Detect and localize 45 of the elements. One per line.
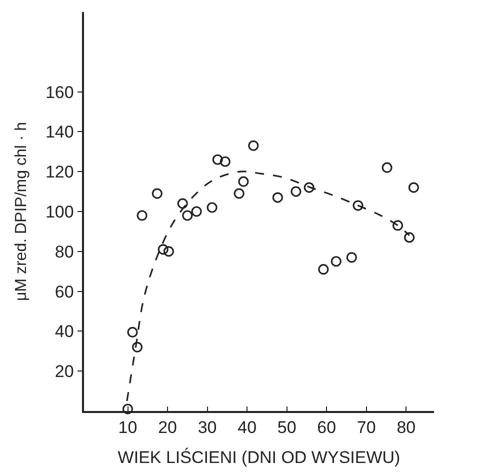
y-tick-label: 120 bbox=[45, 162, 74, 182]
point bbox=[212, 154, 223, 165]
point bbox=[136, 210, 148, 221]
point bbox=[158, 244, 168, 255]
x-tick-label: 10 bbox=[118, 418, 138, 438]
x-axis-title: WIEK LIŚCIENI (DNI OD WYSIEWU) bbox=[118, 447, 400, 468]
point bbox=[238, 176, 249, 187]
x-tick-label: 50 bbox=[277, 418, 296, 438]
y-tick-label: 80 bbox=[54, 242, 74, 262]
y-tick-label: 60 bbox=[54, 282, 74, 302]
x-tick-label: 70 bbox=[356, 418, 376, 438]
point bbox=[132, 342, 143, 352]
point bbox=[382, 162, 392, 173]
point bbox=[318, 264, 329, 275]
y-tick-label: 140 bbox=[45, 122, 74, 142]
point bbox=[408, 182, 420, 193]
x-tick-label: 60 bbox=[317, 418, 336, 438]
point bbox=[346, 252, 357, 263]
y-tick-label: 40 bbox=[54, 322, 74, 342]
x-tick-label: 80 bbox=[396, 418, 416, 438]
point bbox=[152, 188, 162, 199]
x-tick-label: 40 bbox=[238, 418, 257, 438]
point bbox=[234, 188, 244, 199]
point bbox=[177, 198, 188, 209]
point bbox=[182, 210, 193, 221]
point bbox=[392, 220, 404, 231]
y-tick-label: 100 bbox=[45, 202, 74, 222]
y-tick-label: 20 bbox=[54, 362, 74, 382]
point bbox=[163, 246, 174, 257]
point bbox=[404, 232, 415, 243]
point bbox=[304, 182, 314, 193]
point bbox=[191, 206, 202, 217]
point bbox=[272, 192, 283, 203]
x-tick-label: 30 bbox=[198, 418, 217, 438]
point bbox=[352, 200, 364, 211]
point bbox=[206, 202, 218, 213]
x-tick-label: 20 bbox=[158, 418, 177, 438]
point bbox=[127, 326, 138, 338]
point bbox=[290, 186, 302, 197]
y-tick-label: 160 bbox=[45, 82, 74, 102]
point bbox=[122, 404, 134, 414]
point bbox=[330, 256, 342, 267]
point bbox=[248, 140, 259, 151]
y-axis-title: μM zred. DPIP/mg chl · h bbox=[12, 122, 30, 302]
point bbox=[220, 156, 230, 167]
